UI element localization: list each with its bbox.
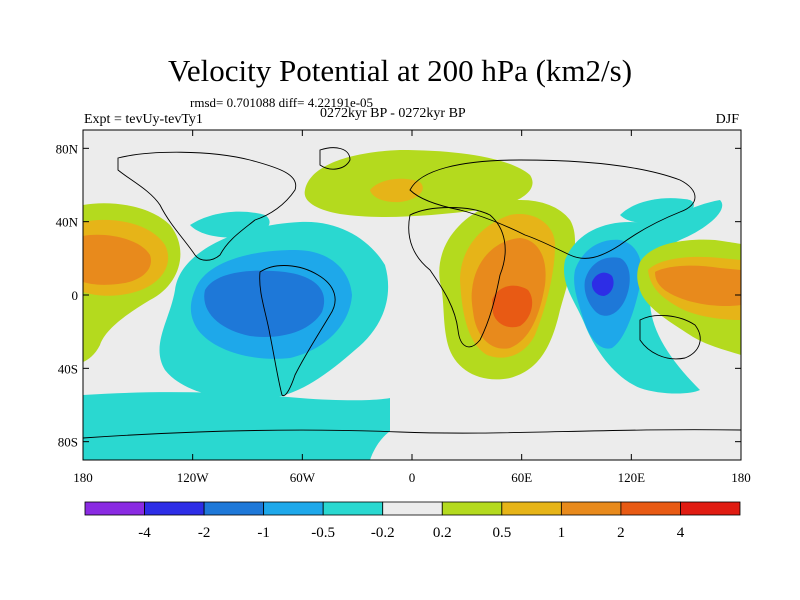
contour-cyan-northpacific xyxy=(620,198,694,223)
contour-yellow-europe xyxy=(370,178,423,203)
contour-darkblue-americas xyxy=(204,270,325,337)
lon-tick-label: 60E xyxy=(511,470,532,485)
lon-tick-label: 60W xyxy=(290,470,316,485)
colorbar-label: 0.5 xyxy=(492,525,511,541)
longitude-ticks: 180 120W 60W 0 60E 120E 180 xyxy=(73,130,751,485)
contour-field xyxy=(83,130,741,460)
lat-tick-label: 40S xyxy=(58,361,78,376)
colorbar-swatch xyxy=(560,501,622,516)
colorbar-swatch xyxy=(680,501,741,516)
colorbar-swatch xyxy=(382,501,443,516)
lat-tick-label: 40N xyxy=(56,215,79,230)
colorbar-label: 2 xyxy=(617,525,625,541)
eurasia-outline xyxy=(409,159,696,259)
contour-cyan-south xyxy=(83,392,390,460)
colorbar-label: -0.2 xyxy=(371,525,395,541)
colorbar-label: -2 xyxy=(198,525,211,541)
colorbar: -4 -2 -1 -0.5 -0.2 0.2 0.5 1 2 4 xyxy=(84,501,741,541)
colorbar-label: -1 xyxy=(257,525,270,541)
north-america-outline xyxy=(117,151,297,261)
stats-text: rmsd= 0.701088 diff= 4.22191e-05 xyxy=(190,95,374,110)
contour-orange-westpacific xyxy=(655,265,741,307)
colorbar-swatch xyxy=(501,501,562,516)
contour-antarctic-gray xyxy=(370,400,741,460)
lon-tick-label: 120E xyxy=(618,470,646,485)
colorbar-swatch xyxy=(84,501,145,516)
lon-tick-label: 180 xyxy=(73,470,93,485)
contour-red-africa xyxy=(492,285,533,328)
colorbar-label: 1 xyxy=(558,525,566,541)
latitude-ticks: 80N 40N 0 40S 80S xyxy=(56,141,741,450)
colorbar-label: 4 xyxy=(677,525,685,541)
plot-title: Velocity Potential at 200 hPa (km2/s) xyxy=(167,53,633,88)
south-america-outline xyxy=(259,265,336,397)
colorbar-swatch xyxy=(620,501,681,516)
colorbar-label: -0.5 xyxy=(311,525,335,541)
lat-tick-label: 80S xyxy=(58,435,78,450)
colorbar-swatch xyxy=(441,501,503,516)
colorbar-swatch xyxy=(144,501,205,516)
contour-orange-dateline xyxy=(83,234,151,285)
lat-tick-label: 80N xyxy=(56,141,79,156)
colorbar-label: -4 xyxy=(138,525,151,541)
colorbar-label: 0.2 xyxy=(433,525,452,541)
lon-tick-label: 180 xyxy=(731,470,751,485)
coastlines xyxy=(83,147,741,439)
colorbar-swatch xyxy=(203,501,265,516)
colorbar-swatch xyxy=(322,501,384,516)
lat-tick-label: 0 xyxy=(72,288,79,303)
lon-tick-label: 120W xyxy=(177,470,210,485)
contour-core-indopacific xyxy=(591,272,614,296)
greenland-outline xyxy=(319,147,351,170)
experiment-label: Expt = tevUy-tevTy1 xyxy=(84,112,203,127)
period-label: 0272kyr BP - 0272kyr BP xyxy=(320,106,466,121)
antarctica-outline xyxy=(83,429,741,439)
africa-outline xyxy=(408,207,506,348)
season-label: DJF xyxy=(715,112,739,127)
lon-tick-label: 0 xyxy=(409,470,416,485)
colorbar-swatch xyxy=(263,501,324,516)
contour-cyan-namerica xyxy=(190,211,270,238)
australia-outline xyxy=(639,314,701,360)
